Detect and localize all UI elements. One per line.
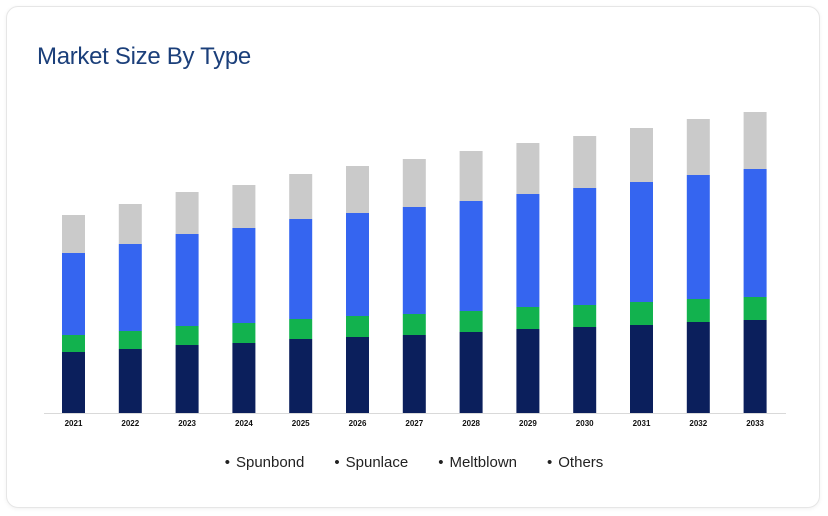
bar-spunlace-2027 — [402, 314, 426, 335]
x-tick-label: 2024 — [235, 419, 253, 428]
bar-spunlace-2032 — [686, 299, 710, 322]
x-tick-label: 2033 — [746, 419, 764, 428]
bar-spunbond-2032 — [686, 322, 710, 413]
bar-spunbond-2033 — [743, 320, 767, 413]
bar-spunlace-2031 — [630, 302, 653, 325]
x-tick-label: 2025 — [292, 419, 310, 428]
bar-spunbond-2028 — [459, 332, 483, 413]
x-tick-label: 2027 — [405, 419, 423, 428]
legend-item-spunbond: • Spunbond — [225, 454, 305, 471]
bar-spunbond-2022 — [118, 349, 142, 413]
bar-others-2027 — [402, 159, 426, 207]
bar-spunbond-2024 — [232, 343, 256, 413]
bar-others-2033 — [743, 112, 767, 169]
legend-item-others: • Others — [547, 454, 603, 471]
x-tick-label: 2028 — [462, 419, 480, 428]
bar-meltblown-2029 — [516, 194, 540, 307]
x-tick-label: 2032 — [689, 419, 707, 428]
chart-title: Market Size By Type — [37, 43, 251, 70]
bar-others-2028 — [459, 151, 483, 201]
bar-spunbond-2021 — [62, 352, 85, 413]
x-tick-label: 2022 — [121, 419, 139, 428]
bar-spunlace-2023 — [175, 326, 199, 345]
bar-spunbond-2031 — [630, 325, 653, 413]
bar-spunlace-2026 — [346, 316, 369, 337]
legend-label: Others — [558, 454, 604, 471]
legend-bullet-icon: • — [438, 454, 444, 471]
bar-spunbond-2027 — [402, 335, 426, 413]
bar-spunlace-2029 — [516, 307, 540, 329]
x-tick-label: 2023 — [178, 419, 196, 428]
bar-meltblown-2025 — [289, 219, 313, 319]
x-tick-label: 2021 — [65, 419, 83, 428]
bar-spunbond-2030 — [573, 327, 597, 413]
chart-legend: • Spunbond • Spunlace • Meltblown • Others — [0, 454, 828, 471]
legend-bullet-icon: • — [334, 454, 340, 471]
bar-meltblown-2026 — [346, 213, 369, 316]
bar-others-2026 — [346, 166, 369, 213]
bar-meltblown-2033 — [743, 169, 767, 297]
x-tick-label: 2031 — [633, 419, 651, 428]
bar-spunbond-2023 — [175, 345, 199, 413]
legend-bullet-icon: • — [547, 454, 553, 471]
bar-others-2024 — [232, 185, 256, 228]
bar-meltblown-2030 — [573, 188, 597, 305]
bar-meltblown-2023 — [175, 234, 199, 326]
bar-meltblown-2028 — [459, 201, 483, 311]
bar-spunlace-2021 — [62, 335, 85, 352]
bar-meltblown-2031 — [630, 182, 653, 302]
bar-meltblown-2022 — [118, 244, 142, 331]
legend-item-spunlace: • Spunlace — [334, 454, 408, 471]
bar-meltblown-2024 — [232, 228, 256, 323]
legend-bullet-icon: • — [224, 454, 230, 471]
bar-spunbond-2029 — [516, 329, 540, 413]
bar-others-2029 — [516, 143, 540, 194]
bar-spunlace-2033 — [743, 297, 767, 320]
bar-others-2023 — [175, 192, 199, 234]
legend-label: Spunbond — [235, 454, 305, 471]
bar-spunlace-2024 — [232, 323, 256, 343]
bar-spunlace-2025 — [289, 319, 313, 339]
bar-meltblown-2032 — [686, 175, 710, 299]
legend-label: Spunlace — [345, 454, 409, 471]
bar-others-2021 — [62, 215, 85, 253]
bar-others-2032 — [686, 119, 710, 175]
bar-others-2022 — [118, 204, 142, 244]
bar-spunlace-2028 — [459, 311, 483, 332]
legend-label: Meltblown — [449, 454, 517, 471]
x-tick-label: 2030 — [576, 419, 594, 428]
bar-others-2025 — [289, 174, 313, 219]
bar-others-2030 — [573, 136, 597, 188]
bar-meltblown-2027 — [402, 207, 426, 314]
x-tick-label: 2029 — [519, 419, 537, 428]
bar-spunlace-2030 — [573, 305, 597, 327]
bar-spunlace-2022 — [118, 331, 142, 349]
legend-item-meltblown: • Meltblown — [438, 454, 517, 471]
bar-spunbond-2026 — [346, 337, 369, 413]
bar-meltblown-2021 — [62, 253, 85, 335]
x-tick-label: 2026 — [349, 419, 367, 428]
bar-others-2031 — [630, 128, 653, 182]
bar-spunbond-2025 — [289, 339, 313, 413]
